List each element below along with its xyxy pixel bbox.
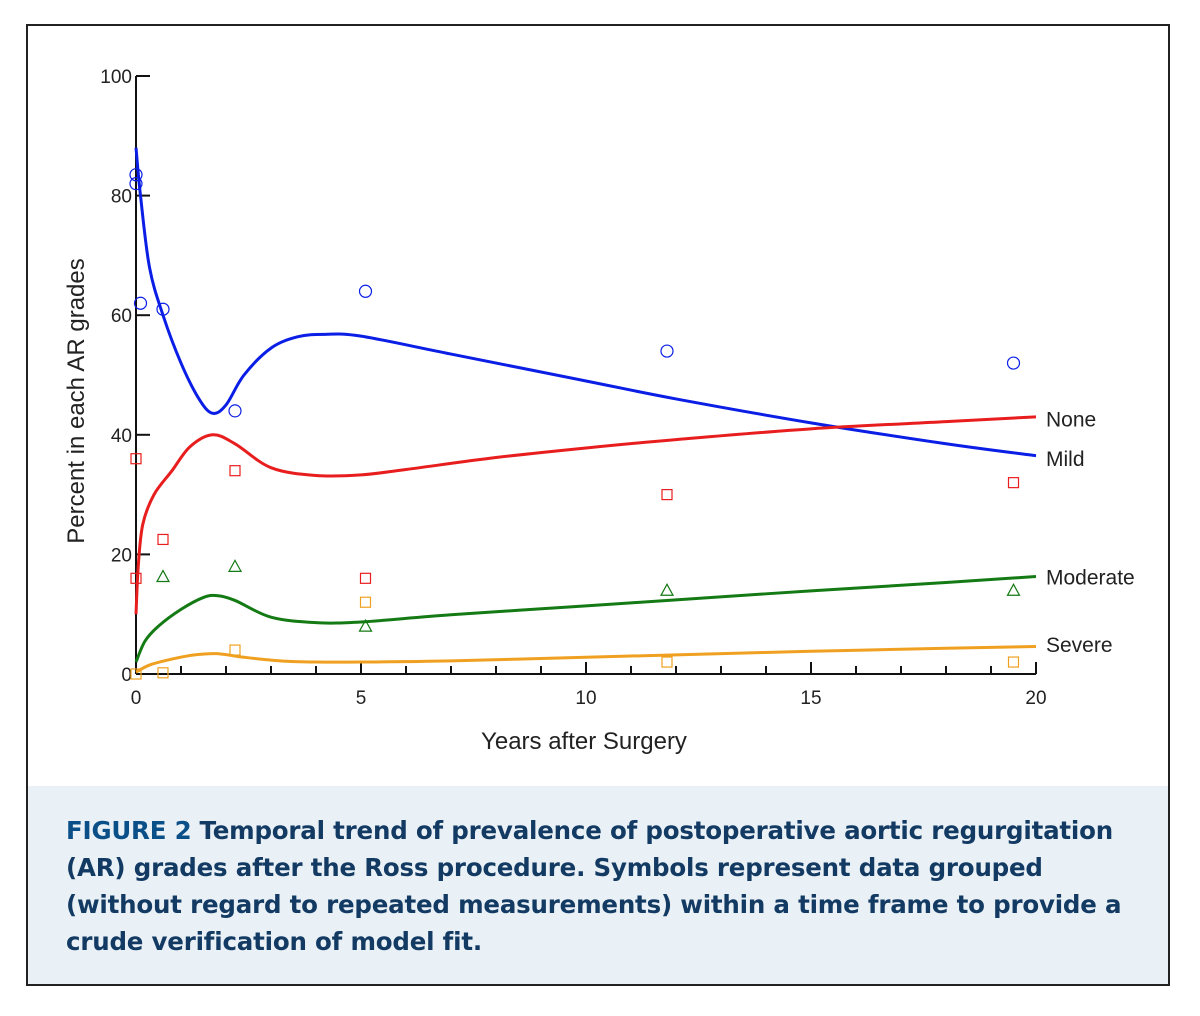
series-line-severe — [135, 644, 1037, 674]
y-ticks: 0 20 40 60 80 100 — [100, 67, 150, 686]
data-point-none — [129, 168, 143, 182]
series-line-mild — [134, 415, 1037, 615]
x-tick-label: 5 — [356, 688, 367, 709]
y-tick-label: 100 — [100, 67, 132, 88]
data-point-mild — [359, 572, 372, 584]
data-point-none — [156, 302, 170, 316]
data-point-moderate — [227, 559, 243, 572]
data-point-mild — [661, 489, 673, 501]
series-label-mild: Mild — [1046, 448, 1085, 471]
x-tick-label: 10 — [575, 688, 596, 709]
data-point-moderate — [1006, 583, 1021, 596]
data-point-moderate — [155, 569, 171, 583]
data-point-mild — [1007, 477, 1020, 489]
chart: 0 5 10 15 20 0 20 40 60 80 100 None Mild Moderate Se… — [63, 67, 1135, 755]
series-line-none — [134, 147, 1037, 458]
y-tick-label: 40 — [111, 426, 132, 447]
figure-caption: FIGURE 2 Temporal trend of prevalence of … — [66, 812, 1132, 960]
data-point-severe — [157, 667, 169, 679]
series-label-moderate: Moderate — [1046, 567, 1135, 590]
data-point-none — [660, 344, 674, 358]
series-labels: None Mild Moderate Severe — [1046, 409, 1135, 657]
data-point-severe — [1007, 656, 1020, 668]
figure-caption-text: Temporal trend of prevalence of postoper… — [66, 816, 1122, 956]
data-point-none — [1006, 356, 1021, 370]
figure-frame: 0 5 10 15 20 0 20 40 60 80 100 None Mild Moderate Se… — [26, 24, 1170, 986]
caption-box: FIGURE 2 Temporal trend of prevalence of … — [28, 786, 1168, 984]
y-tick-label: 80 — [111, 187, 132, 208]
x-axis-label: Years after Surgery — [481, 728, 687, 755]
x-tick-label: 0 — [131, 688, 142, 709]
data-point-none — [358, 284, 373, 298]
y-tick-label: 20 — [111, 545, 132, 566]
y-axis-label: Percent in each AR grades — [63, 258, 90, 544]
x-ticks: 0 5 10 15 20 — [131, 662, 1047, 709]
data-point-mild — [130, 572, 142, 584]
y-tick-label: 0 — [121, 665, 132, 686]
data-point-moderate — [358, 618, 373, 632]
figure-label: FIGURE 2 — [66, 816, 192, 845]
y-tick-label: 60 — [111, 306, 132, 327]
data-point-none — [228, 404, 242, 418]
data-point-mild — [229, 465, 241, 477]
x-tick-label: 20 — [1025, 688, 1046, 709]
data-point-severe — [359, 596, 372, 608]
series-curves — [134, 147, 1037, 674]
series-markers — [129, 168, 1021, 680]
data-point-none — [129, 177, 143, 191]
data-point-none — [133, 296, 148, 310]
data-point-severe — [661, 656, 673, 668]
series-label-none: None — [1046, 409, 1096, 432]
data-point-mild — [130, 453, 142, 465]
data-point-severe — [229, 644, 241, 656]
data-point-severe — [130, 668, 142, 680]
data-point-moderate — [659, 583, 675, 596]
series-label-severe: Severe — [1046, 634, 1113, 657]
data-point-mild — [157, 533, 169, 546]
series-line-moderate — [134, 575, 1037, 663]
x-tick-label: 15 — [800, 688, 821, 709]
